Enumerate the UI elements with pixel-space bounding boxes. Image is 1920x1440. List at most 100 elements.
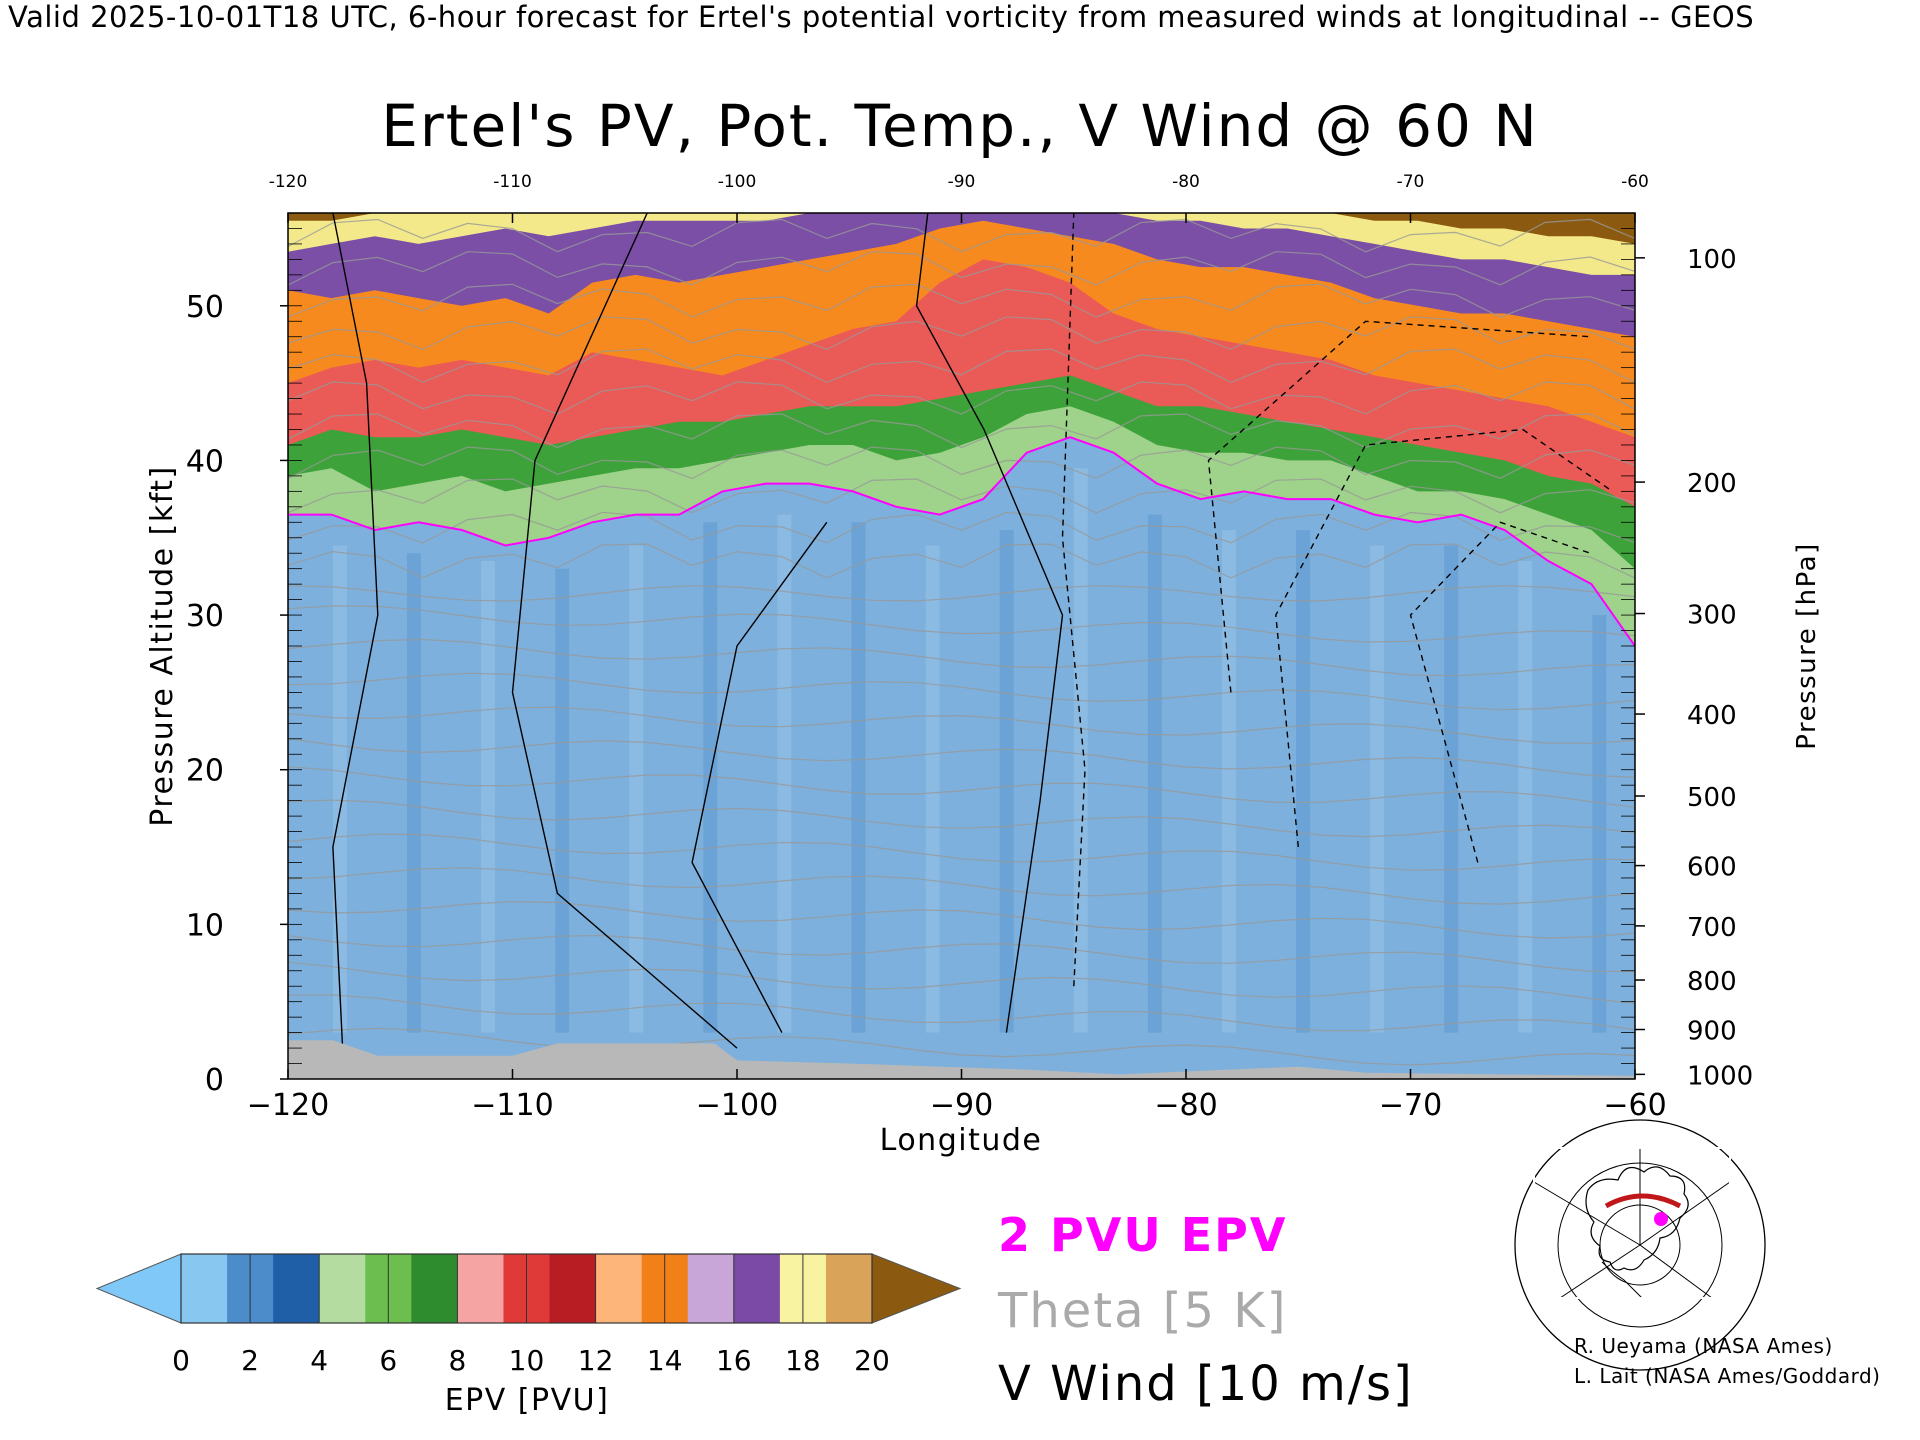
pressure-tick-label: 500 [1687,783,1737,813]
top-tick-label: -70 [1397,172,1425,192]
epv-streak [1296,530,1311,1033]
top-tick-label: -100 [718,172,757,192]
theta-contour [288,381,1635,415]
x-tick-label: −60 [1603,1088,1666,1123]
vwind-contour [511,213,738,1049]
theta-contour [288,251,1635,286]
epv-streak [925,545,940,1033]
y-tick-label: 20 [186,754,224,789]
pressure-tick-label: 400 [1687,701,1737,731]
theta-contour [288,446,1635,480]
y-tick-label: 40 [186,444,224,479]
pressure-tick-label: 200 [1687,469,1737,499]
x-tick-label: −100 [696,1088,778,1123]
x-tick-label: −90 [930,1088,993,1123]
y-tick-label: 0 [205,1063,224,1098]
colorbar-tick-label: 14 [647,1344,683,1377]
theta-contour [288,478,1635,514]
theta-contour [288,799,1635,838]
colorbar-tick-label: 16 [716,1344,752,1377]
epv-band-above-20pvu [288,213,1635,244]
colorbar-swatch [411,1254,458,1323]
colorbar-swatch [457,1254,504,1323]
vwind-contour [915,213,1064,1033]
epv-band-above-14pvu [288,213,1635,337]
axes: −120 −110 −100 −90 −80 −70 −60 -120 -110 -100 -90 -… [186,172,1753,1123]
theta-contour [288,934,1635,973]
epv-streak [1147,514,1162,1033]
legend-theta-contour: Theta [5 K] [998,1283,1288,1339]
credit-line-1: R. Ueyama (NASA Ames) [1574,1334,1833,1358]
theta-contour [288,585,1635,602]
epv-streak [777,514,792,1033]
theta-contour [288,413,1635,449]
legend-epv-contour: 2 PVU EPV [998,1208,1288,1262]
colorbar-swatch [549,1254,597,1323]
y-tick-label: 10 [186,908,224,943]
epv-streak [629,545,644,1033]
location-inset-map [1514,1119,1766,1371]
pressure-tick-label: 900 [1687,1017,1737,1047]
theta-contour [288,994,1635,1032]
epv-streak [1370,545,1385,1033]
epv-streak [1221,530,1236,1033]
pressure-axis-label: Pressure [hPa] [1792,542,1822,750]
theta-contour [288,543,1635,579]
x-tick-label: −120 [247,1088,329,1123]
theta-contour [288,283,1635,318]
epv-streak [481,560,496,1033]
theta-contour [288,867,1635,905]
terrain [288,1040,1635,1079]
epv-streak [406,553,421,1033]
colorbar: 0 2 4 6 8 10 12 14 16 18 20 [95,1253,962,1377]
epv-streak [555,568,570,1033]
epv-streak [999,530,1014,1033]
colorbar-tick-label: 20 [854,1344,890,1377]
theta-contour [288,218,1635,253]
y-axis-label: Pressure Altitude [kft] [145,465,180,826]
theta-contour [288,316,1635,351]
vwind-contour [1409,521,1591,863]
top-tick-label: -90 [948,172,976,192]
theta-contour [288,511,1635,544]
colorbar-swatch [825,1254,873,1323]
location-marker [1654,1212,1668,1226]
credit-line-2: L. Lait (NASA Ames/Goddard) [1574,1364,1881,1388]
colorbar-swatch [595,1254,643,1323]
colorbar-label: EPV [PVU] [445,1383,610,1418]
legend-vwind-contour: V Wind [10 m/s] [998,1356,1414,1412]
pressure-tick-label: 300 [1687,601,1737,631]
theta-contour [288,900,1635,939]
epv-streak [1073,468,1088,1033]
chart-title: Ertel's PV, Pot. Temp., V Wind @ 60 N [381,92,1539,160]
top-tick-label: -110 [493,172,532,192]
top-tick-label: -60 [1621,172,1649,192]
colorbar-swatch [319,1254,366,1323]
x-axis-label: Longitude [880,1123,1043,1158]
vwind-contour [332,213,379,1079]
y-tick-label: 30 [186,599,224,634]
x-tick-label: −80 [1154,1088,1217,1123]
pressure-tick-label: 700 [1687,913,1737,943]
theta-contour [288,1027,1635,1066]
epv-streak [1592,615,1607,1033]
theta-contour [288,672,1635,711]
colorbar-tick-label: 4 [310,1344,328,1377]
colorbar-swatch [181,1254,228,1323]
pressure-tick-label: 1000 [1687,1061,1753,1091]
colorbar-under-arrow [95,1253,182,1324]
colorbar-swatch [273,1254,320,1323]
pressure-tick-label: 600 [1687,853,1737,883]
theta-contour [288,348,1635,384]
colorbar-frame [180,1253,873,1324]
colorbar-tick-label: 8 [448,1344,466,1377]
theta-contour [288,706,1635,744]
pv-2pvu-contour [288,436,1635,647]
colorbar-swatch [687,1254,735,1323]
x-tick-label: −70 [1379,1088,1442,1123]
vwind-contour [1061,213,1086,987]
top-tick-label: -120 [269,172,308,192]
y-tick-label: 50 [186,290,224,325]
vwind-contour [1207,320,1591,693]
